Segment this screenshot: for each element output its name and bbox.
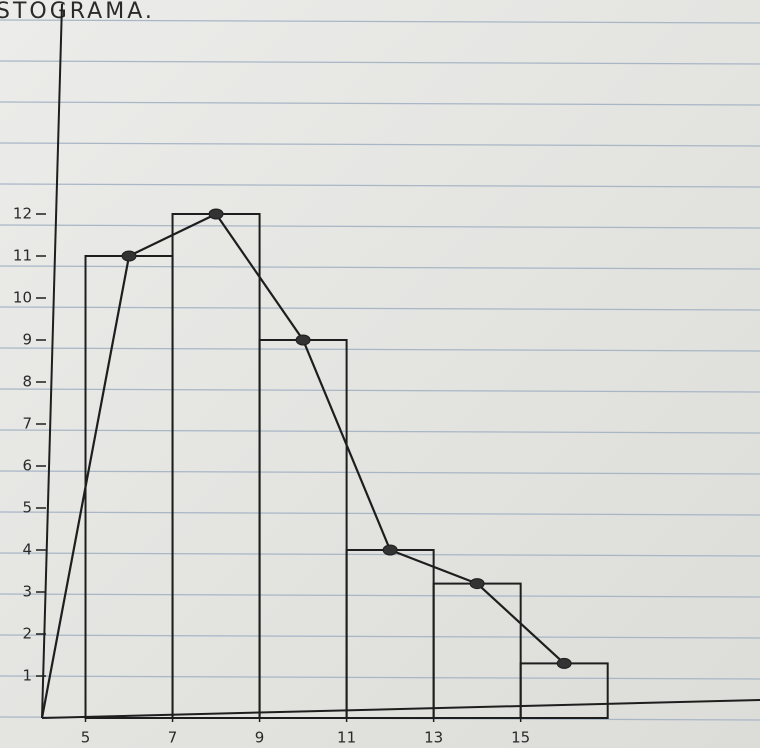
y-tick-label: 9: [22, 331, 32, 349]
x-tick-label: 15: [511, 729, 530, 747]
x-tick-label: 5: [81, 729, 91, 747]
x-tick-label: 11: [337, 729, 356, 747]
x-tick-label: 13: [424, 729, 443, 747]
chart: STOGRAMA. 123456789101112579111315: [0, 0, 760, 748]
y-tick-label: 6: [22, 457, 32, 475]
polygon-point: [557, 658, 571, 668]
x-tick-label: 7: [168, 729, 178, 747]
y-tick-label: 3: [22, 583, 32, 601]
polygon-point: [383, 545, 397, 555]
polygon-point: [122, 251, 136, 261]
x-tick-label: 9: [255, 729, 265, 747]
y-tick-label: 1: [22, 667, 32, 685]
y-tick-label: 4: [22, 541, 32, 559]
y-tick-label: 8: [22, 373, 32, 391]
y-tick-label: 2: [22, 625, 32, 643]
chart-title: STOGRAMA.: [0, 0, 155, 24]
polygon-point: [296, 335, 310, 345]
y-tick-label: 10: [13, 289, 32, 307]
y-tick-label: 7: [22, 415, 32, 433]
polygon-point: [470, 579, 484, 589]
y-tick-label: 5: [22, 499, 32, 517]
y-tick-label: 11: [13, 247, 32, 265]
polygon-point: [209, 209, 223, 219]
y-tick-label: 12: [13, 205, 32, 223]
